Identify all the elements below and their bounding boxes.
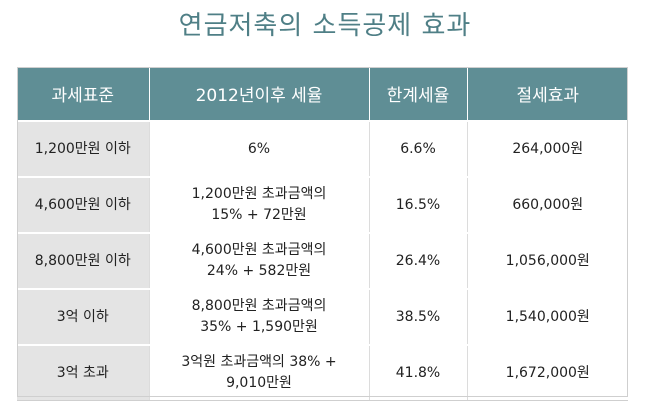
table-header-row: 과세표준 2012년이후 세율 한계세율 절세효과 bbox=[17, 67, 628, 121]
cell-rate-line2: 24% + 582만원 bbox=[206, 263, 312, 279]
cell-rate: 3억원 초과금액의 38% + 9,010만원 bbox=[148, 344, 369, 401]
cell-rate: 8,800만원 초과금액의 35% + 1,590만원 bbox=[148, 288, 369, 346]
cell-rate-line1: 6% bbox=[247, 140, 271, 157]
tax-deduction-table: 과세표준 2012년이후 세율 한계세율 절세효과 1,200만원 이하 6% … bbox=[17, 67, 628, 401]
cell-saving: 1,672,000원 bbox=[466, 344, 628, 401]
cell-rate-line2: 9,010만원 bbox=[226, 375, 292, 391]
table-row: 1,200만원 이하 6% 6.6% 264,000원 bbox=[17, 120, 628, 178]
table-row: 3억 이하 8,800만원 초과금액의 35% + 1,590만원 38.5% … bbox=[17, 288, 628, 346]
cell-marginal: 38.5% bbox=[368, 288, 467, 346]
cell-marginal: 16.5% bbox=[368, 176, 467, 234]
cell-saving: 1,056,000원 bbox=[466, 232, 628, 290]
page-title: 연금저축의 소득공제 효과 bbox=[178, 11, 472, 41]
cell-rate: 1,200만원 초과금액의 15% + 72만원 bbox=[148, 176, 369, 234]
cell-rate-line2: 35% + 1,590만원 bbox=[200, 319, 318, 335]
table-row: 4,600만원 이하 1,200만원 초과금액의 15% + 72만원 16.5… bbox=[17, 176, 628, 234]
cell-saving: 264,000원 bbox=[466, 120, 628, 178]
cell-rate-line1: 3억원 초과금액의 38% + bbox=[181, 354, 337, 370]
header-tax-bracket: 과세표준 bbox=[17, 67, 149, 121]
cell-marginal: 26.4% bbox=[368, 232, 467, 290]
cell-bracket: 3억 이하 bbox=[17, 288, 149, 346]
cell-saving: 660,000원 bbox=[466, 176, 628, 234]
cell-rate: 4,600만원 초과금액의 24% + 582만원 bbox=[148, 232, 369, 290]
cell-rate-line1: 1,200만원 초과금액의 bbox=[191, 186, 327, 202]
cell-saving: 1,540,000원 bbox=[466, 288, 628, 346]
cell-rate-line2: 15% + 72만원 bbox=[211, 207, 307, 223]
table-row: 3억 초과 3억원 초과금액의 38% + 9,010만원 41.8% 1,67… bbox=[17, 344, 628, 401]
cell-bracket: 8,800만원 이하 bbox=[17, 232, 149, 290]
cell-rate-line1: 8,800만원 초과금액의 bbox=[191, 298, 327, 314]
header-tax-rate: 2012년이후 세율 bbox=[148, 67, 369, 121]
header-marginal-rate: 한계세율 bbox=[368, 67, 467, 121]
cell-marginal: 41.8% bbox=[368, 344, 467, 401]
cell-bracket: 4,600만원 이하 bbox=[17, 176, 149, 234]
header-tax-saving: 절세효과 bbox=[466, 67, 628, 121]
cell-bracket: 3억 초과 bbox=[17, 344, 149, 401]
cell-bracket: 1,200만원 이하 bbox=[17, 120, 149, 178]
cell-rate-line1: 4,600만원 초과금액의 bbox=[191, 242, 327, 258]
cell-rate: 6% bbox=[148, 120, 369, 178]
cell-marginal: 6.6% bbox=[368, 120, 467, 178]
table-row: 8,800만원 이하 4,600만원 초과금액의 24% + 582만원 26.… bbox=[17, 232, 628, 290]
